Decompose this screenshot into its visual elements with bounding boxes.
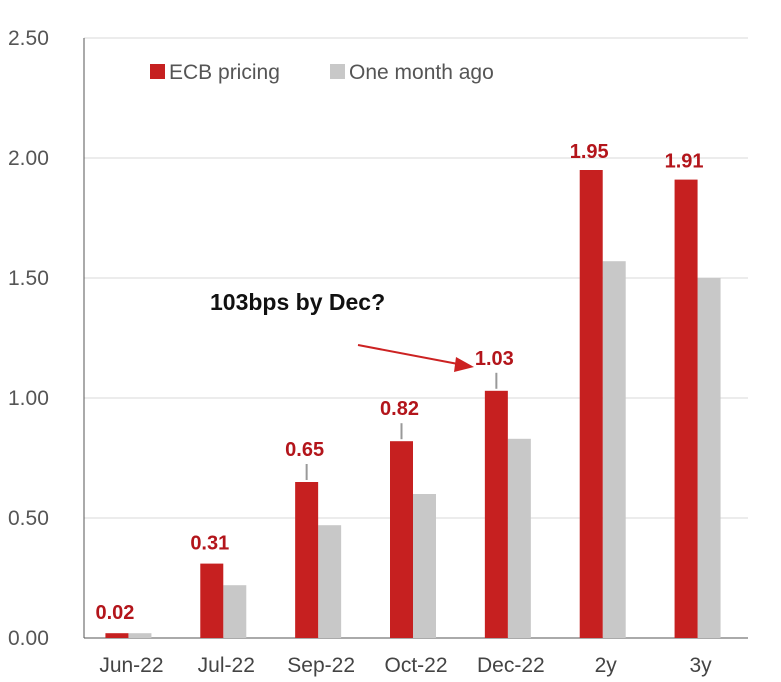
x-tick-label: 3y [689, 654, 712, 677]
y-tick-label: 2.00 [8, 147, 49, 170]
data-label: 1.91 [665, 151, 704, 173]
bar-one-month-ago [318, 525, 342, 638]
x-tick-label: Dec-22 [477, 654, 545, 677]
bar-ecb-pricing [295, 482, 319, 638]
y-tick-label: 0.00 [8, 627, 49, 650]
x-tick-label: Jun-22 [99, 654, 163, 677]
x-tick-label: 2y [595, 654, 618, 677]
data-label: 0.65 [285, 439, 324, 461]
y-tick-label: 0.50 [8, 507, 49, 530]
y-tick-label: 1.00 [8, 387, 49, 410]
legend-swatch-ecb-pricing [150, 64, 165, 79]
annotation-arrow-head [454, 357, 474, 372]
bar-ecb-pricing [579, 170, 603, 638]
y-axis-ticks: 0.00 0.50 1.00 1.50 2.00 2.50 [8, 27, 49, 650]
data-label: 0.02 [95, 602, 134, 624]
label-connectors [305, 372, 498, 480]
bar-ecb-pricing [200, 563, 224, 638]
legend-label-one-month-ago: One month ago [349, 61, 494, 84]
x-tick-label: Sep-22 [287, 654, 355, 677]
data-label: 1.03 [475, 348, 514, 370]
bar-ecb-pricing [390, 441, 413, 638]
bar-ecb-pricing [105, 633, 129, 638]
y-tick-label: 2.50 [8, 27, 49, 50]
x-tick-label: Oct-22 [384, 654, 447, 677]
value-labels: 0.02 0.31 0.65 0.82 1.03 1.95 1.91 [95, 141, 703, 624]
y-tick-label: 1.50 [8, 267, 49, 290]
annotation-arrow-line [357, 344, 459, 365]
bar-one-month-ago [697, 278, 721, 638]
bar-one-month-ago [507, 438, 531, 638]
bar-one-month-ago [223, 585, 247, 638]
bar-one-month-ago [413, 494, 436, 638]
legend: ECB pricing One month ago [150, 61, 494, 84]
legend-label-ecb-pricing: ECB pricing [169, 61, 280, 84]
data-label: 0.31 [190, 533, 229, 555]
data-label: 1.95 [570, 141, 609, 163]
x-axis-labels: Jun-22 Jul-22 Sep-22 Oct-22 Dec-22 2y 3y [99, 654, 712, 677]
legend-swatch-one-month-ago [330, 64, 345, 79]
bar-ecb-pricing [484, 390, 508, 638]
x-tick-label: Jul-22 [198, 654, 255, 677]
bar-one-month-ago [602, 261, 626, 638]
data-label: 0.82 [380, 398, 419, 420]
annotation-text: 103bps by Dec? [210, 289, 385, 315]
grid-lines [84, 37, 748, 519]
bars [105, 170, 721, 638]
bar-ecb-pricing [674, 179, 698, 638]
annotation: 103bps by Dec? [210, 289, 474, 372]
bar-one-month-ago [128, 633, 152, 638]
